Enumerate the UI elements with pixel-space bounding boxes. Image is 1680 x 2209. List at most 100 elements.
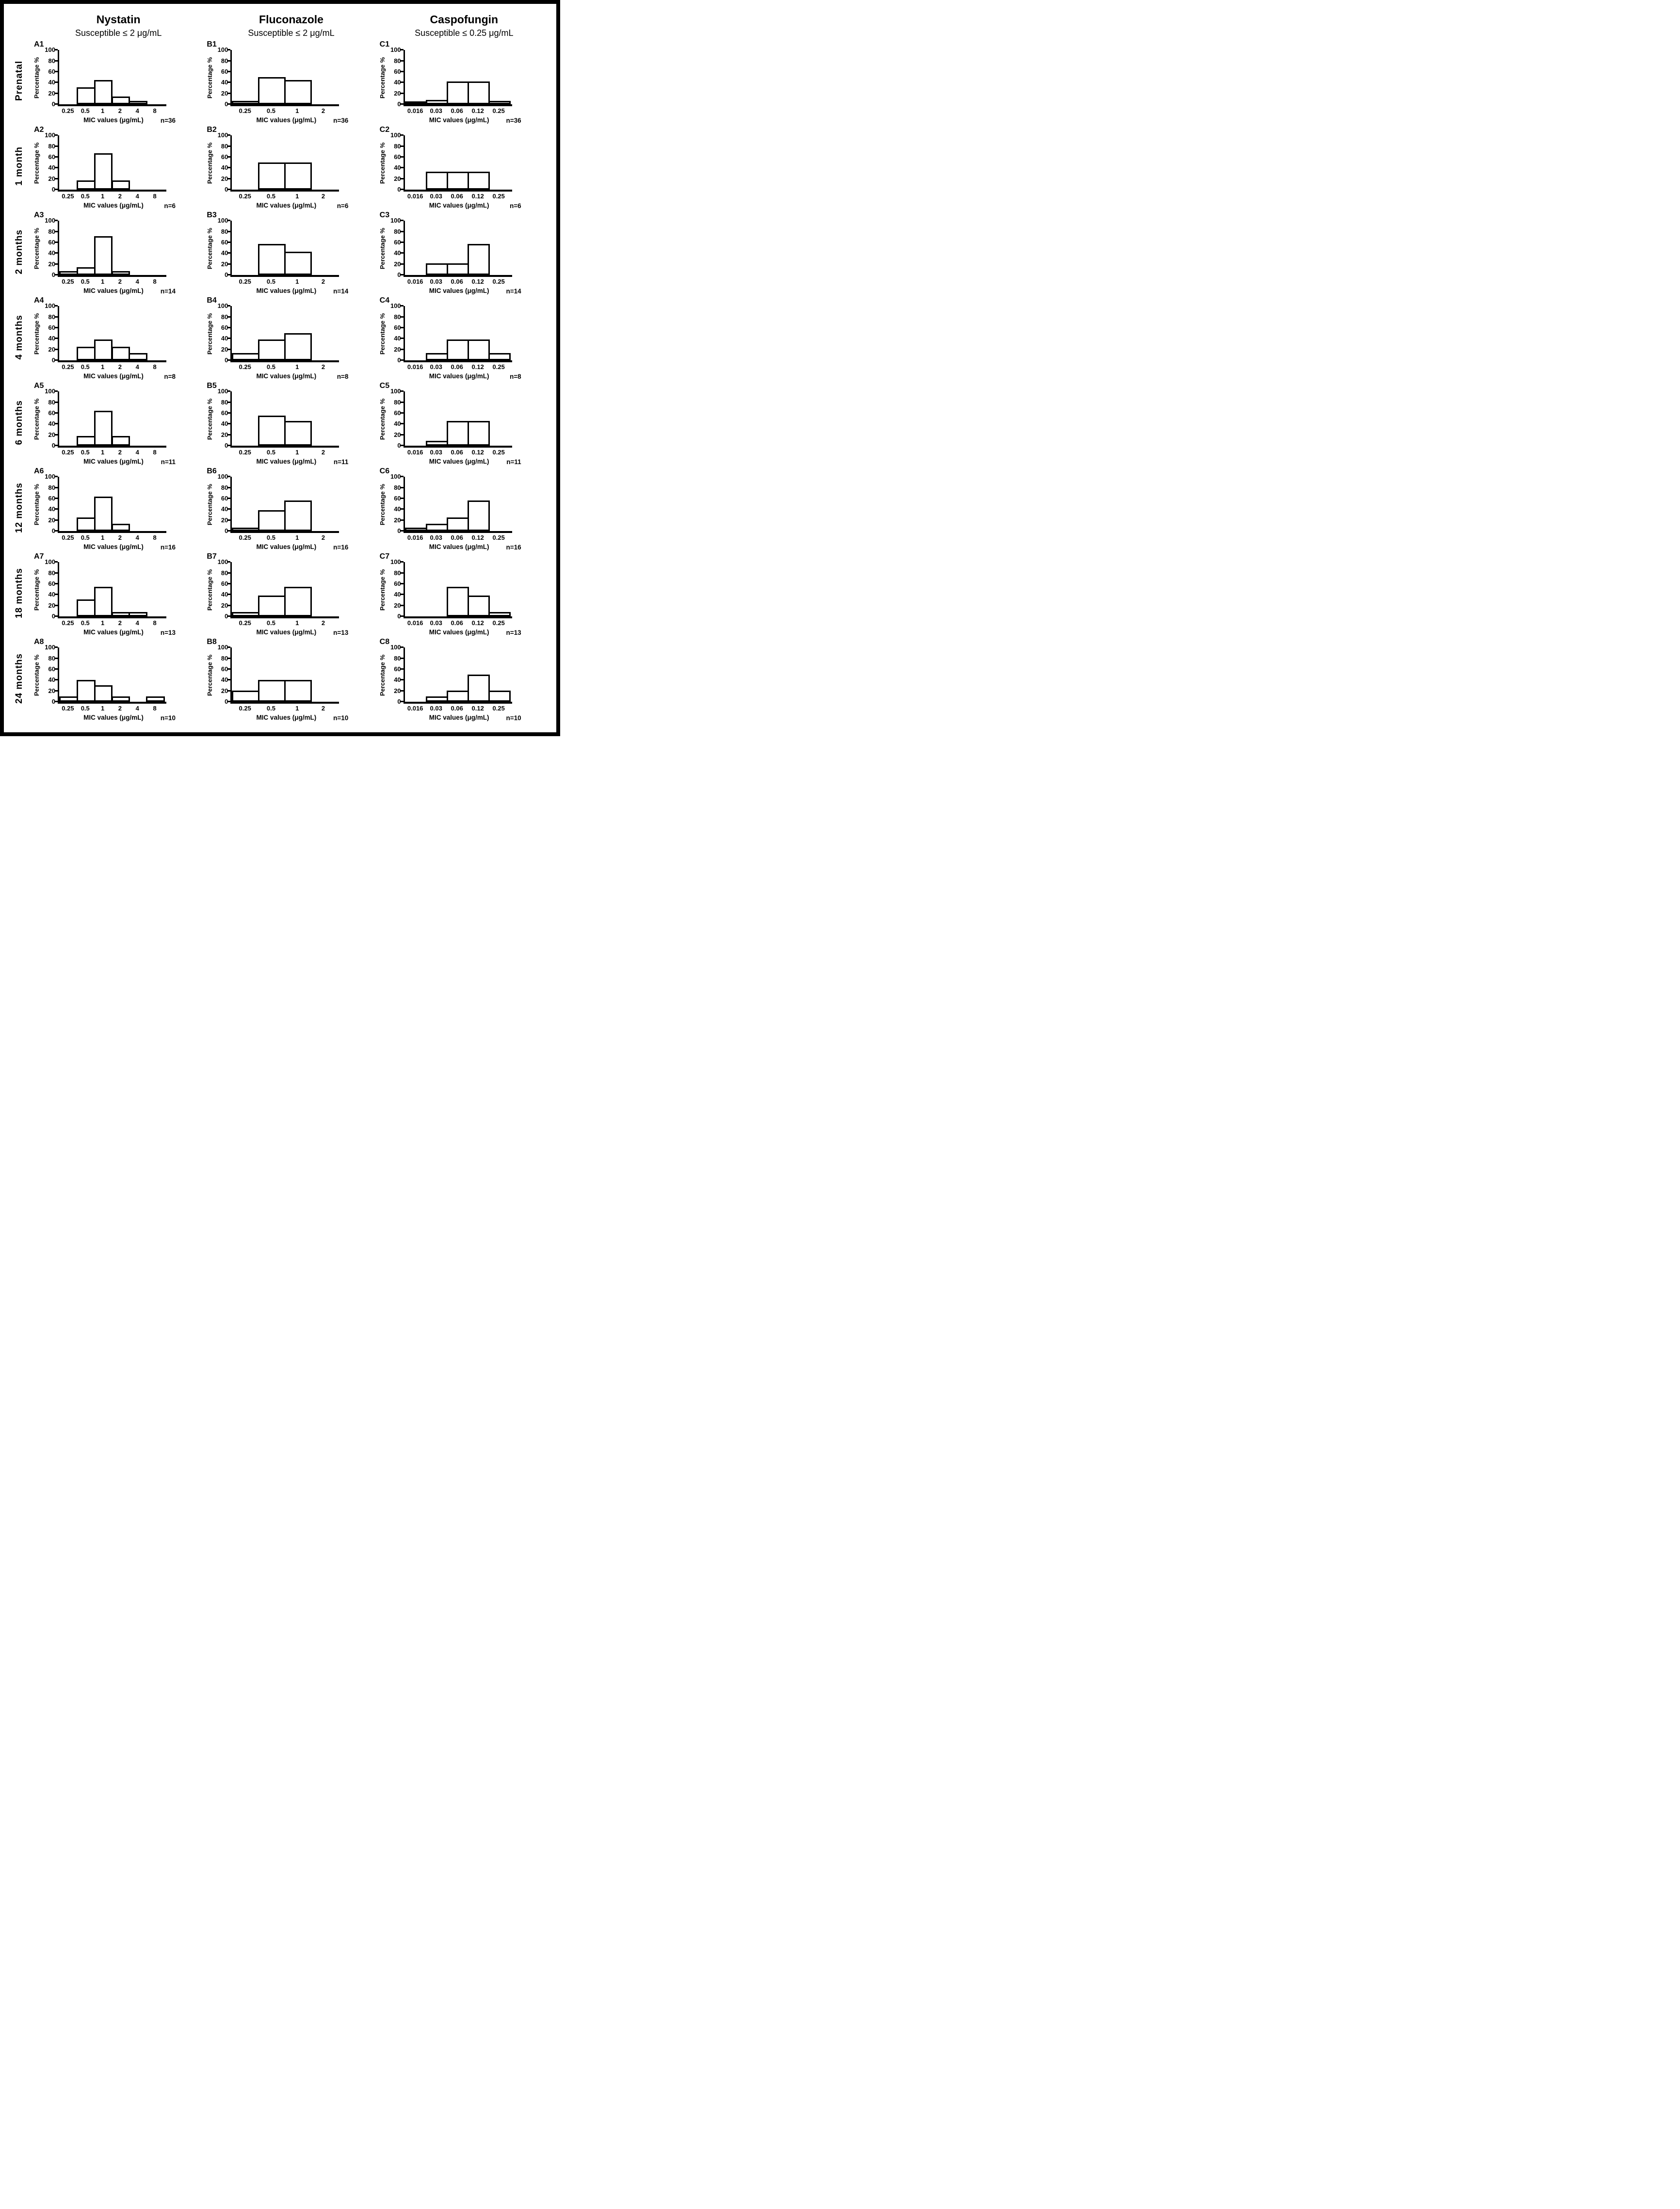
chart-panel-c6: C6 Percentage % 0 20 40 60 80 100 0.016 0.03 0.06 0… bbox=[378, 465, 550, 551]
x-tick-label: 0.016 bbox=[407, 107, 423, 114]
column-headers: Nystatin Susceptible ≤ 2 μg/mL Fluconazo… bbox=[7, 13, 550, 38]
chart-panel-a8: A8 Percentage % 0 20 40 60 80 100 0.25 0.5 1 2 4 8 MIC… bbox=[32, 636, 205, 722]
y-tick-mark bbox=[400, 679, 404, 681]
x-tick-label: 0.25 bbox=[492, 704, 505, 712]
x-tick-label: 0.03 bbox=[430, 704, 442, 712]
x-axis-title: MIC values (μg/mL) n=36 bbox=[59, 116, 176, 124]
y-tick-label: 80 bbox=[221, 484, 228, 491]
y-tick-mark bbox=[400, 252, 404, 254]
y-tick-label: 40 bbox=[394, 249, 401, 257]
y-tick-mark bbox=[54, 60, 58, 62]
bar-0.5 bbox=[258, 77, 286, 104]
row-label-text: 2 months bbox=[14, 229, 24, 274]
x-axis-title-text: MIC values (μg/mL) bbox=[83, 116, 144, 124]
y-axis-title-text: Percentage % bbox=[33, 228, 41, 270]
plot-area bbox=[54, 49, 166, 106]
y-tick-mark bbox=[227, 604, 231, 606]
bar-0.12 bbox=[467, 339, 490, 360]
chart-panel-a7: A7 Percentage % 0 20 40 60 80 100 0.25 0.5 1 2 4 8 MIC… bbox=[32, 550, 205, 636]
x-tick-label: 0.03 bbox=[430, 107, 442, 114]
x-axis-title-text: MIC values (μg/mL) bbox=[429, 713, 489, 721]
x-tick-label: 8 bbox=[153, 277, 157, 285]
x-axis-title: MIC values (μg/mL) n=11 bbox=[59, 458, 176, 466]
y-axis-title: Percentage % bbox=[32, 477, 42, 533]
y-axis-title: Percentage % bbox=[205, 647, 214, 704]
y-tick-label: 40 bbox=[48, 335, 55, 342]
y-tick-mark bbox=[400, 145, 404, 147]
y-tick-mark bbox=[54, 92, 58, 94]
x-tick-label: 0.06 bbox=[451, 704, 463, 712]
y-axis-title: Percentage % bbox=[32, 135, 42, 192]
x-tick-label: 4 bbox=[135, 363, 139, 371]
y-tick-mark bbox=[400, 327, 404, 329]
x-tick-label: 0.03 bbox=[430, 363, 442, 371]
x-axis-title-text: MIC values (μg/mL) bbox=[256, 457, 317, 465]
y-tick-label: 0 bbox=[225, 356, 228, 364]
y-tick-label: 100 bbox=[217, 473, 228, 481]
y-tick-label: 100 bbox=[217, 217, 228, 225]
y-axis-title-text: Percentage % bbox=[33, 399, 41, 440]
y-tick-mark bbox=[54, 263, 58, 265]
y-axis-tick-labels: 0 20 40 60 80 100 bbox=[214, 473, 230, 534]
x-axis-title-text: MIC values (μg/mL) bbox=[429, 201, 489, 209]
y-tick-label: 60 bbox=[48, 239, 55, 246]
panel-label: A2 bbox=[34, 125, 44, 134]
y-tick-mark bbox=[400, 508, 404, 510]
x-tick-label: 2 bbox=[321, 704, 325, 712]
sample-size-label: n=14 bbox=[160, 287, 176, 295]
row-label-text: 18 months bbox=[14, 567, 24, 618]
y-tick-mark bbox=[54, 530, 58, 532]
x-tick-label: 0.25 bbox=[62, 107, 74, 114]
y-tick-mark bbox=[227, 519, 231, 521]
y-tick-mark bbox=[54, 519, 58, 521]
x-tick-label: 1 bbox=[295, 533, 299, 541]
x-tick-label: 0.12 bbox=[471, 363, 484, 371]
y-tick-mark bbox=[54, 252, 58, 254]
chart-panel-c1: C1 Percentage % 0 20 40 60 80 100 0.016 0.03 0.06 0… bbox=[378, 38, 550, 124]
x-tick-label: 2 bbox=[118, 448, 122, 456]
y-tick-mark bbox=[227, 359, 231, 361]
y-tick-label: 100 bbox=[45, 217, 55, 225]
y-tick-mark bbox=[227, 274, 231, 276]
x-tick-label: 0.5 bbox=[266, 533, 275, 541]
y-tick-mark bbox=[227, 348, 231, 350]
row-label-18-months: 18 months bbox=[7, 550, 32, 636]
x-tick-label: 2 bbox=[321, 277, 325, 285]
y-tick-label: 60 bbox=[221, 409, 228, 417]
y-tick-label: 20 bbox=[394, 260, 401, 268]
y-tick-label: 80 bbox=[394, 142, 401, 150]
y-axis-title-text: Percentage % bbox=[379, 57, 387, 99]
y-tick-mark bbox=[54, 189, 58, 191]
y-tick-label: 20 bbox=[221, 345, 228, 353]
x-axis-title: MIC values (μg/mL) n=14 bbox=[232, 287, 348, 295]
plot-area bbox=[400, 134, 512, 192]
y-tick-label: 0 bbox=[51, 271, 55, 279]
y-tick-mark bbox=[400, 60, 404, 62]
y-axis-tick-labels: 0 20 40 60 80 100 bbox=[388, 47, 404, 107]
y-tick-label: 40 bbox=[394, 505, 401, 513]
y-tick-mark bbox=[227, 401, 231, 403]
bar-1 bbox=[94, 80, 113, 104]
chart-area: Percentage % 0 20 40 60 80 100 bbox=[32, 559, 205, 619]
bar-0.25 bbox=[59, 271, 78, 275]
x-tick-label: 1 bbox=[295, 192, 299, 200]
y-axis-title-text: Percentage % bbox=[206, 57, 213, 99]
x-tick-label: 0.06 bbox=[451, 619, 463, 627]
y-tick-mark bbox=[400, 668, 404, 670]
y-tick-label: 80 bbox=[221, 227, 228, 235]
x-tick-label: 1 bbox=[100, 277, 105, 285]
x-axis-title-text: MIC values (μg/mL) bbox=[429, 543, 489, 550]
y-tick-mark bbox=[227, 81, 231, 83]
y-axis-tick-labels: 0 20 40 60 80 100 bbox=[388, 217, 404, 278]
y-axis-title-text: Percentage % bbox=[206, 569, 213, 611]
y-axis-title: Percentage % bbox=[205, 562, 214, 618]
sample-size-label: n=6 bbox=[337, 202, 349, 210]
chart-panel-b8: B8 Percentage % 0 20 40 60 80 100 0.25 0.5 1 2 MIC v… bbox=[205, 636, 377, 722]
y-tick-mark bbox=[400, 316, 404, 318]
chart-area: Percentage % 0 20 40 60 80 100 bbox=[32, 644, 205, 705]
x-tick-label: 0.25 bbox=[239, 277, 251, 285]
chart-panel-a5: A5 Percentage % 0 20 40 60 80 100 0.25 0.5 1 2 4 8 MIC… bbox=[32, 380, 205, 466]
x-tick-label: 4 bbox=[135, 448, 139, 456]
x-tick-label: 0.25 bbox=[62, 448, 74, 456]
bar-0.016 bbox=[404, 528, 427, 531]
